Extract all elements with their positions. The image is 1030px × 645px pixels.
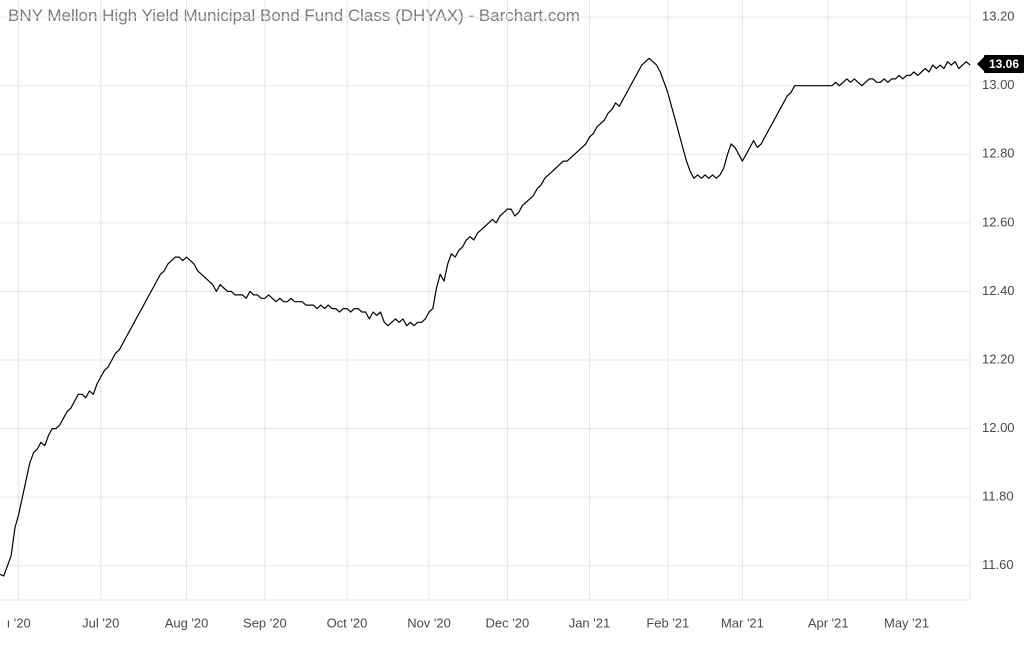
svg-text:13.00: 13.00: [982, 77, 1015, 92]
svg-text:12.40: 12.40: [982, 283, 1015, 298]
svg-text:13.20: 13.20: [982, 9, 1015, 24]
svg-text:12.20: 12.20: [982, 351, 1015, 366]
svg-text:12.80: 12.80: [982, 146, 1015, 161]
svg-text:12.00: 12.00: [982, 420, 1015, 435]
svg-text:May '21: May '21: [884, 616, 929, 631]
svg-text:Nov '20: Nov '20: [407, 616, 451, 631]
svg-text:12.60: 12.60: [982, 214, 1015, 229]
chart-container: BNY Mellon High Yield Municipal Bond Fun…: [0, 0, 1030, 645]
svg-text:Jan '21: Jan '21: [569, 616, 611, 631]
svg-text:Aug '20: Aug '20: [165, 616, 209, 631]
last-price-value: 13.06: [989, 57, 1019, 71]
svg-text:ı '20: ı '20: [7, 616, 31, 631]
svg-text:Jul '20: Jul '20: [82, 616, 119, 631]
svg-text:Dec '20: Dec '20: [486, 616, 530, 631]
price-chart[interactable]: 11.60 11.80 12.00 12.20 12.40 12.60 12.80 13.00…: [0, 0, 1030, 645]
svg-text:Apr '21: Apr '21: [808, 616, 849, 631]
last-price-flag: 13.06: [984, 55, 1024, 73]
svg-text:11.60: 11.60: [982, 557, 1014, 572]
svg-text:Oct '20: Oct '20: [327, 616, 368, 631]
svg-text:Sep '20: Sep '20: [243, 616, 287, 631]
svg-text:Feb '21: Feb '21: [646, 616, 689, 631]
svg-text:Mar '21: Mar '21: [721, 616, 764, 631]
svg-text:11.80: 11.80: [982, 489, 1014, 504]
